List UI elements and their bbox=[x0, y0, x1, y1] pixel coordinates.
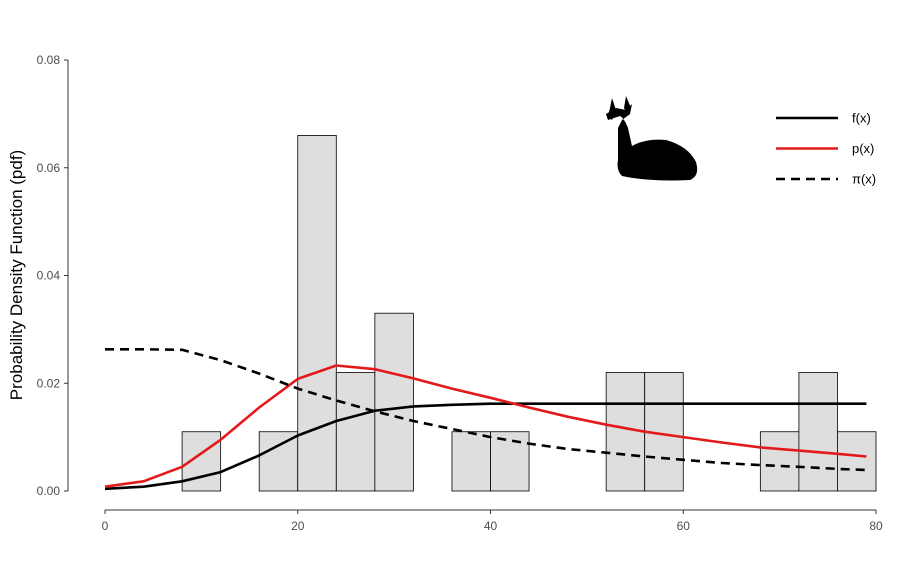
y-tick-label: 0.08 bbox=[37, 53, 61, 67]
legend-item: p(x) bbox=[776, 141, 874, 156]
y-tick-label: 0.02 bbox=[37, 376, 61, 390]
y-tick-label: 0.06 bbox=[37, 161, 61, 175]
histogram-bar bbox=[451, 431, 491, 492]
x-axis-ticks: 0 20 40 60 80 bbox=[102, 510, 883, 533]
series-line-π(x) bbox=[105, 347, 867, 472]
y-axis-ticks: 0.00 0.02 0.04 0.06 0.08 bbox=[37, 53, 68, 498]
x-tick-label: 60 bbox=[677, 519, 691, 533]
histogram-bar bbox=[837, 431, 877, 492]
legend-item: f(x) bbox=[776, 111, 871, 126]
histogram-bar bbox=[759, 431, 800, 492]
legend-label: f(x) bbox=[852, 111, 871, 126]
series-line-f(x) bbox=[104, 402, 867, 491]
x-tick-label: 20 bbox=[291, 519, 305, 533]
legend-label: p(x) bbox=[852, 141, 874, 156]
legend: f(x) p(x) π(x) bbox=[776, 111, 876, 187]
histogram-bars bbox=[181, 135, 877, 492]
histogram-bar bbox=[335, 372, 376, 492]
histogram-bar bbox=[490, 431, 530, 492]
x-tick-label: 80 bbox=[869, 519, 883, 533]
y-tick-label: 0.00 bbox=[37, 484, 61, 498]
series-line-p(x) bbox=[104, 364, 867, 488]
x-tick-label: 40 bbox=[484, 519, 498, 533]
histogram-bar bbox=[297, 135, 337, 492]
histogram-bar bbox=[374, 312, 414, 492]
density-curves bbox=[104, 347, 867, 491]
histogram-bar bbox=[258, 431, 299, 492]
histogram-bar bbox=[798, 372, 838, 492]
legend-label: π(x) bbox=[852, 172, 876, 187]
antelope-silhouette-icon bbox=[606, 96, 698, 181]
x-tick-label: 0 bbox=[102, 519, 109, 533]
legend-item: π(x) bbox=[776, 172, 876, 187]
y-tick-label: 0.04 bbox=[37, 269, 61, 283]
y-axis-title: Probability Density Function (pdf) bbox=[7, 150, 26, 400]
